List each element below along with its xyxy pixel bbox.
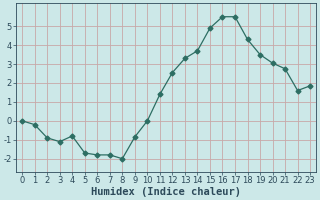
X-axis label: Humidex (Indice chaleur): Humidex (Indice chaleur) <box>91 186 241 197</box>
